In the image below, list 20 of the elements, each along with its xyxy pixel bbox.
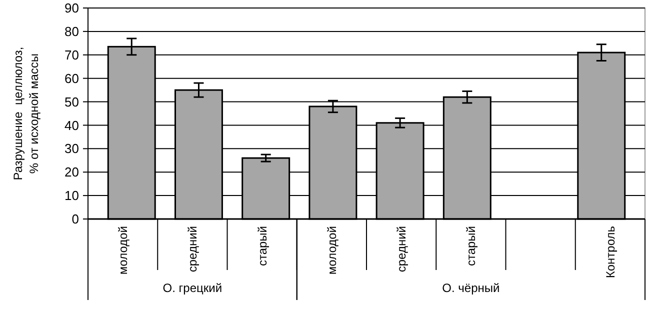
- x-tick-label: старый: [464, 226, 478, 266]
- text: О. грецкий: [162, 281, 222, 295]
- y-tick-label: 80: [64, 24, 79, 39]
- x-tick-label: средний: [394, 226, 409, 272]
- y-tick-label: 50: [64, 94, 79, 110]
- x-tick-label: Контроль: [603, 226, 618, 278]
- y-tick-label: 0: [72, 212, 79, 227]
- text: О. чёрный: [442, 281, 500, 295]
- y-tick-label: 40: [64, 118, 79, 133]
- y-tick-label: 70: [64, 47, 79, 62]
- y-tick-label: 60: [64, 70, 79, 86]
- y-tick-label: 10: [64, 188, 79, 204]
- y-tick-label: 30: [64, 141, 79, 156]
- y-axis-title: Разрушение целлюлоз, % от исходной массы: [11, 46, 41, 180]
- x-tick-label: средний: [186, 226, 200, 272]
- x-tick-label: молодой: [324, 226, 339, 275]
- y-tick-label: 20: [64, 164, 79, 180]
- y-tick-label: 90: [64, 0, 79, 16]
- x-tick-label: молодой: [116, 226, 130, 275]
- x-tick-label: старый: [255, 226, 270, 266]
